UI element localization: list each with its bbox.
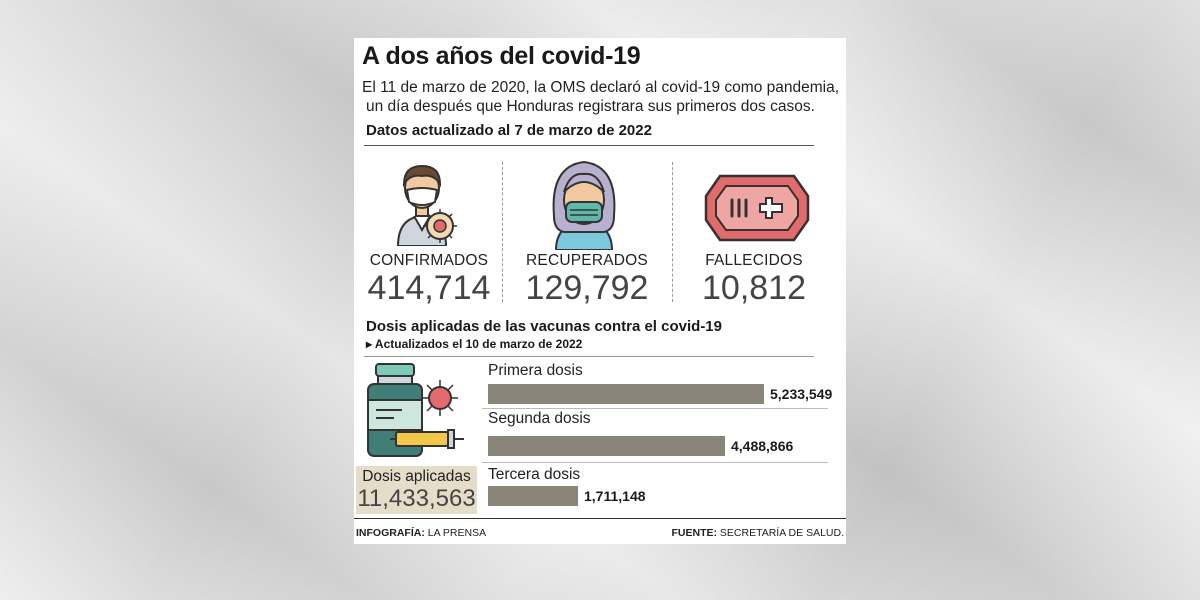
bar-value-segunda: 4,488,866 — [731, 438, 794, 454]
bar-primera — [488, 384, 764, 404]
stats-divider-2 — [672, 162, 673, 302]
stat-recuperados: RECUPERADOS 129,792 — [512, 252, 662, 306]
vaccine-vial-syringe-icon — [367, 363, 464, 457]
stat-fallecidos-value: 10,812 — [702, 269, 806, 307]
infographic-title: A dos años del covid-19 — [362, 42, 641, 70]
subtitle-line-2: un día después que Honduras registrara s… — [366, 98, 815, 115]
triangle-bullet-icon: ▸ — [366, 337, 373, 351]
subtitle-line-1: El 11 de marzo de 2020, la OMS declaró a… — [362, 79, 840, 96]
person-mask-icon — [552, 160, 616, 250]
total-doses-label: Dosis aplicadas — [362, 468, 471, 485]
bar-value-primera: 5,233,549 — [770, 386, 833, 402]
total-doses-box: Dosis aplicadas 11,433,563 — [356, 466, 477, 514]
stats-divider-1 — [502, 162, 503, 302]
section-stats-title: Datos actualizado al 7 de marzo de 2022 — [366, 122, 652, 139]
footer-credit-label: INFOGRAFÍA: — [356, 527, 425, 539]
stat-confirmados: CONFIRMADOS 414,714 — [358, 252, 500, 306]
footer-credit: INFOGRAFÍA: LA PRENSA — [356, 527, 486, 539]
bar-label-segunda: Segunda dosis — [488, 410, 591, 427]
bar-separator-2 — [482, 462, 828, 463]
footer-source: FUENTE: SECRETARÍA DE SALUD. — [671, 527, 844, 539]
bar-tercera — [488, 486, 578, 506]
footer-credit-value: LA PRENSA — [427, 527, 487, 539]
stat-fallecidos-label: FALLECIDOS — [705, 252, 803, 269]
coffin-icon — [704, 174, 810, 242]
footer-source-value: SECRETARÍA DE SALUD. — [719, 527, 844, 539]
person-virus-icon — [396, 164, 457, 246]
infographic-subtitle: El 11 de marzo de 2020, la OMS declaró a… — [362, 78, 846, 116]
stat-recuperados-value: 129,792 — [525, 269, 649, 307]
footer-source-label: FUENTE: — [671, 527, 717, 539]
section-doses-rule — [364, 356, 814, 357]
bar-separator-1 — [482, 408, 828, 409]
bar-label-tercera: Tercera dosis — [488, 466, 581, 483]
total-doses-value: 11,433,563 — [357, 485, 476, 512]
bar-label-primera: Primera dosis — [488, 362, 583, 379]
infographic-card: A dos años del covid-19 El 11 de marzo d… — [354, 38, 846, 544]
stat-fallecidos: FALLECIDOS 10,812 — [684, 252, 824, 306]
section-doses-subtitle-text: Actualizados el 10 de marzo de 2022 — [374, 337, 583, 351]
section-doses-subtitle: ▸ Actualizados el 10 de marzo de 2022 — [366, 337, 582, 351]
section-doses-title: Dosis aplicadas de las vacunas contra el… — [366, 318, 722, 335]
footer-rule — [354, 518, 846, 519]
section-stats-rule — [364, 145, 814, 146]
stat-confirmados-label: CONFIRMADOS — [369, 252, 489, 269]
bar-segunda — [488, 436, 725, 456]
stat-confirmados-value: 414,714 — [367, 269, 491, 307]
bar-value-tercera: 1,711,148 — [584, 488, 646, 504]
stat-recuperados-label: RECUPERADOS — [526, 252, 648, 269]
